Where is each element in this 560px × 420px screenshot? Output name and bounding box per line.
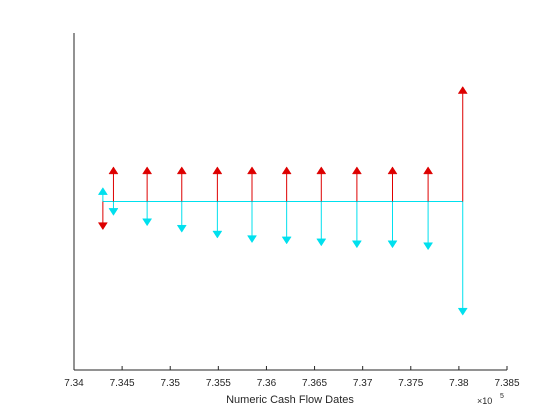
- marker-0-5: [247, 166, 257, 175]
- marker-0-8: [351, 166, 362, 175]
- marker-0-0: [97, 222, 108, 231]
- x-tick-label-0: 7.34: [64, 378, 84, 389]
- marker-1-7: [316, 238, 327, 247]
- marker-1-8: [351, 240, 362, 249]
- marker-0-10: [423, 166, 434, 175]
- marker-0-7: [316, 166, 327, 175]
- x-tick-label-4: 7.36: [257, 378, 277, 389]
- x-tick-label-9: 7.385: [494, 378, 519, 389]
- marker-0-4: [212, 166, 223, 175]
- marker-1-1: [108, 208, 119, 216]
- marker-0-11: [457, 86, 468, 94]
- marker-1-11: [457, 307, 468, 316]
- marker-1-2: [142, 218, 153, 227]
- x-axis-multiplier-exponent: 5: [500, 393, 504, 400]
- x-tick-label-8: 7.38: [449, 378, 469, 389]
- marker-0-6: [281, 166, 292, 175]
- x-tick-label-3: 7.355: [206, 378, 231, 389]
- marker-1-0: [97, 187, 108, 195]
- marker-0-1: [108, 166, 119, 175]
- x-ticks: 7.34 7.345 7.35 7.355 7.36 7.365 7.37 7.375 7.38…: [64, 366, 520, 389]
- x-tick-label-7: 7.375: [398, 378, 423, 389]
- x-axis-label: Numeric Cash Flow Dates: [226, 394, 354, 406]
- x-tick-label-1: 7.345: [110, 378, 135, 389]
- marker-0-3: [176, 166, 187, 175]
- marker-0-9: [387, 166, 398, 175]
- stems: [97, 86, 468, 316]
- x-tick-label-6: 7.37: [353, 378, 373, 389]
- x-tick-label-2: 7.35: [160, 378, 180, 389]
- x-tick-label-5: 7.365: [302, 378, 327, 389]
- marker-1-4: [212, 230, 223, 239]
- marker-1-6: [281, 236, 292, 245]
- marker-0-2: [142, 166, 153, 175]
- x-axis-multiplier: ×10: [477, 396, 492, 406]
- axes: [73, 33, 507, 371]
- marker-1-5: [247, 235, 257, 244]
- marker-1-9: [387, 240, 398, 249]
- marker-1-3: [176, 224, 187, 233]
- marker-1-10: [423, 242, 434, 251]
